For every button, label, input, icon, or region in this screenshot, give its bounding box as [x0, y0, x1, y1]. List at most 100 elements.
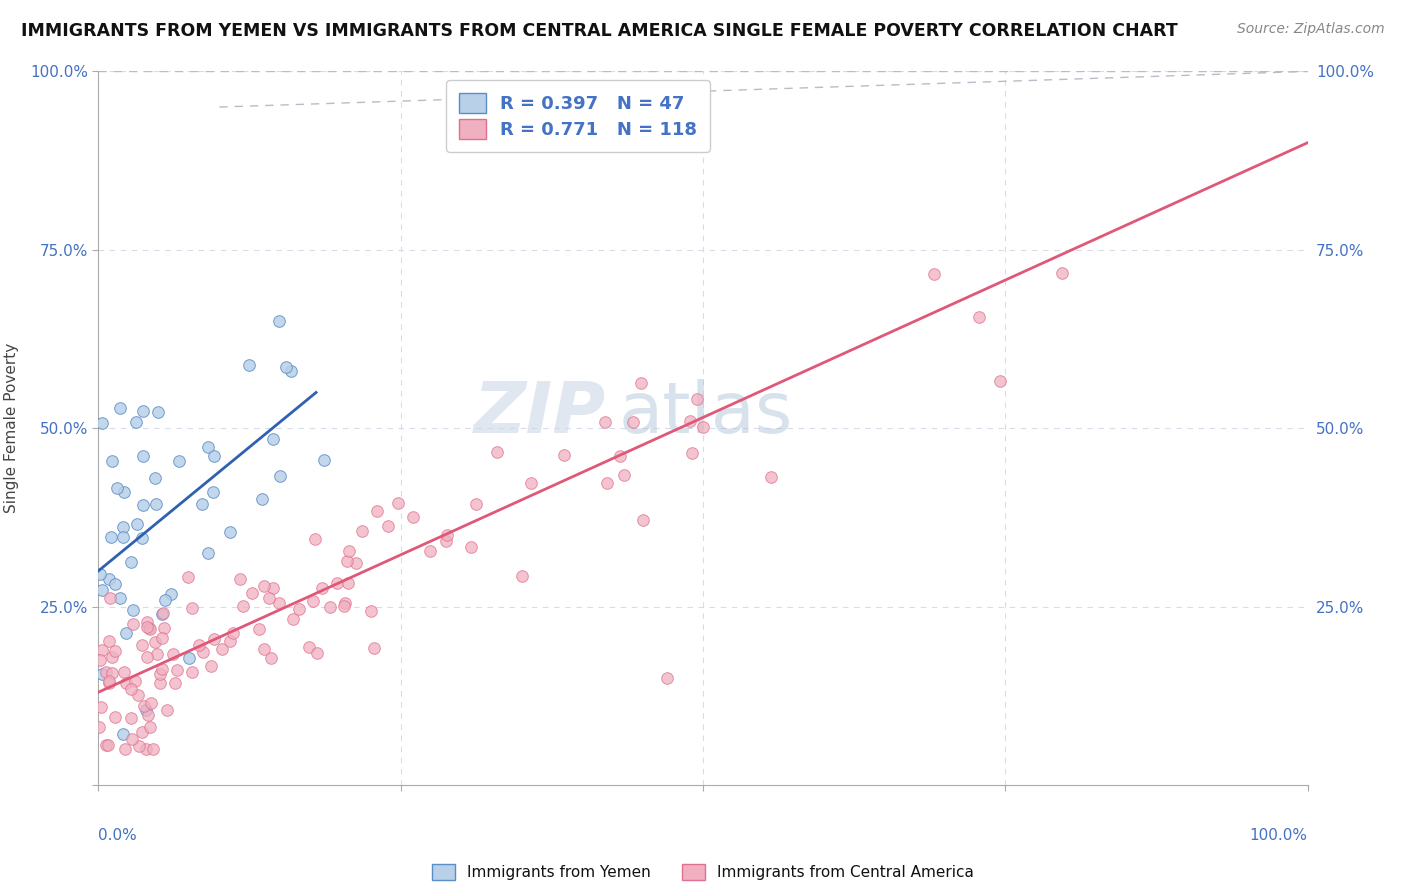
Point — [326, 575, 349, 590]
Point — [150, 607, 173, 621]
Point — [240, 586, 263, 600]
Point — [247, 622, 270, 636]
Point — [134, 699, 156, 714]
Point — [377, 518, 399, 533]
Point — [402, 510, 425, 524]
Point — [679, 414, 702, 428]
Point — [485, 444, 508, 458]
Point — [146, 405, 169, 419]
Point — [110, 591, 132, 606]
Point — [304, 532, 326, 546]
Point — [111, 530, 134, 544]
Point — [128, 739, 150, 753]
Point — [187, 638, 209, 652]
Point — [232, 599, 254, 613]
Point — [229, 572, 252, 586]
Point — [135, 742, 157, 756]
Point — [211, 641, 233, 656]
Point — [593, 415, 616, 429]
Point — [142, 742, 165, 756]
Point — [238, 359, 260, 373]
Point — [262, 432, 284, 446]
Point — [98, 591, 121, 606]
Point — [274, 359, 297, 374]
Point — [621, 415, 644, 429]
Legend: Immigrants from Yemen, Immigrants from Central America: Immigrants from Yemen, Immigrants from C… — [425, 857, 981, 888]
Point — [112, 665, 135, 680]
Point — [135, 615, 157, 629]
Point — [97, 675, 120, 690]
Point — [219, 524, 242, 539]
Point — [127, 688, 149, 702]
Point — [132, 498, 155, 512]
Point — [988, 374, 1011, 388]
Point — [609, 449, 631, 463]
Text: 0.0%: 0.0% — [98, 828, 138, 843]
Point — [465, 498, 488, 512]
Point — [165, 675, 187, 690]
Point — [197, 440, 219, 454]
Point — [91, 583, 114, 598]
Point — [115, 625, 138, 640]
Point — [519, 475, 541, 490]
Point — [132, 403, 155, 417]
Text: Source: ZipAtlas.com: Source: ZipAtlas.com — [1237, 22, 1385, 37]
Point — [197, 546, 219, 560]
Point — [155, 703, 177, 717]
Point — [105, 481, 128, 495]
Point — [181, 600, 204, 615]
Point — [967, 310, 990, 325]
Point — [97, 634, 120, 648]
Point — [114, 742, 136, 756]
Point — [138, 621, 160, 635]
Point — [202, 632, 225, 646]
Point — [162, 647, 184, 661]
Point — [136, 650, 159, 665]
Point — [436, 527, 458, 541]
Point — [120, 681, 142, 696]
Point — [177, 570, 200, 584]
Point — [122, 617, 145, 632]
Point — [180, 665, 202, 679]
Y-axis label: Single Female Poverty: Single Female Poverty — [4, 343, 18, 513]
Point — [267, 596, 290, 610]
Point — [136, 619, 159, 633]
Point — [460, 541, 482, 555]
Point — [191, 645, 214, 659]
Point — [311, 581, 333, 595]
Text: 100.0%: 100.0% — [1250, 828, 1308, 843]
Point — [761, 470, 783, 484]
Point — [363, 641, 385, 656]
Point — [685, 392, 707, 406]
Point — [97, 738, 120, 752]
Point — [100, 530, 122, 544]
Point — [360, 604, 382, 618]
Point — [366, 504, 388, 518]
Point — [350, 524, 373, 538]
Point — [613, 468, 636, 483]
Text: IMMIGRANTS FROM YEMEN VS IMMIGRANTS FROM CENTRAL AMERICA SINGLE FEMALE POVERTY C: IMMIGRANTS FROM YEMEN VS IMMIGRANTS FROM… — [21, 22, 1178, 40]
Point — [160, 587, 183, 601]
Point — [655, 671, 678, 685]
Point — [131, 724, 153, 739]
Point — [89, 653, 111, 667]
Point — [131, 638, 153, 652]
Point — [90, 642, 112, 657]
Point — [202, 449, 225, 463]
Point — [253, 579, 276, 593]
Point — [101, 650, 124, 665]
Point — [922, 267, 945, 281]
Point — [337, 544, 360, 558]
Point — [145, 497, 167, 511]
Point — [89, 567, 111, 582]
Point — [288, 602, 311, 616]
Point — [143, 635, 166, 649]
Point — [135, 703, 157, 717]
Point — [257, 591, 280, 605]
Point — [150, 662, 173, 676]
Point — [269, 469, 291, 483]
Point — [630, 376, 652, 390]
Point — [136, 708, 159, 723]
Point — [103, 576, 125, 591]
Point — [307, 646, 329, 660]
